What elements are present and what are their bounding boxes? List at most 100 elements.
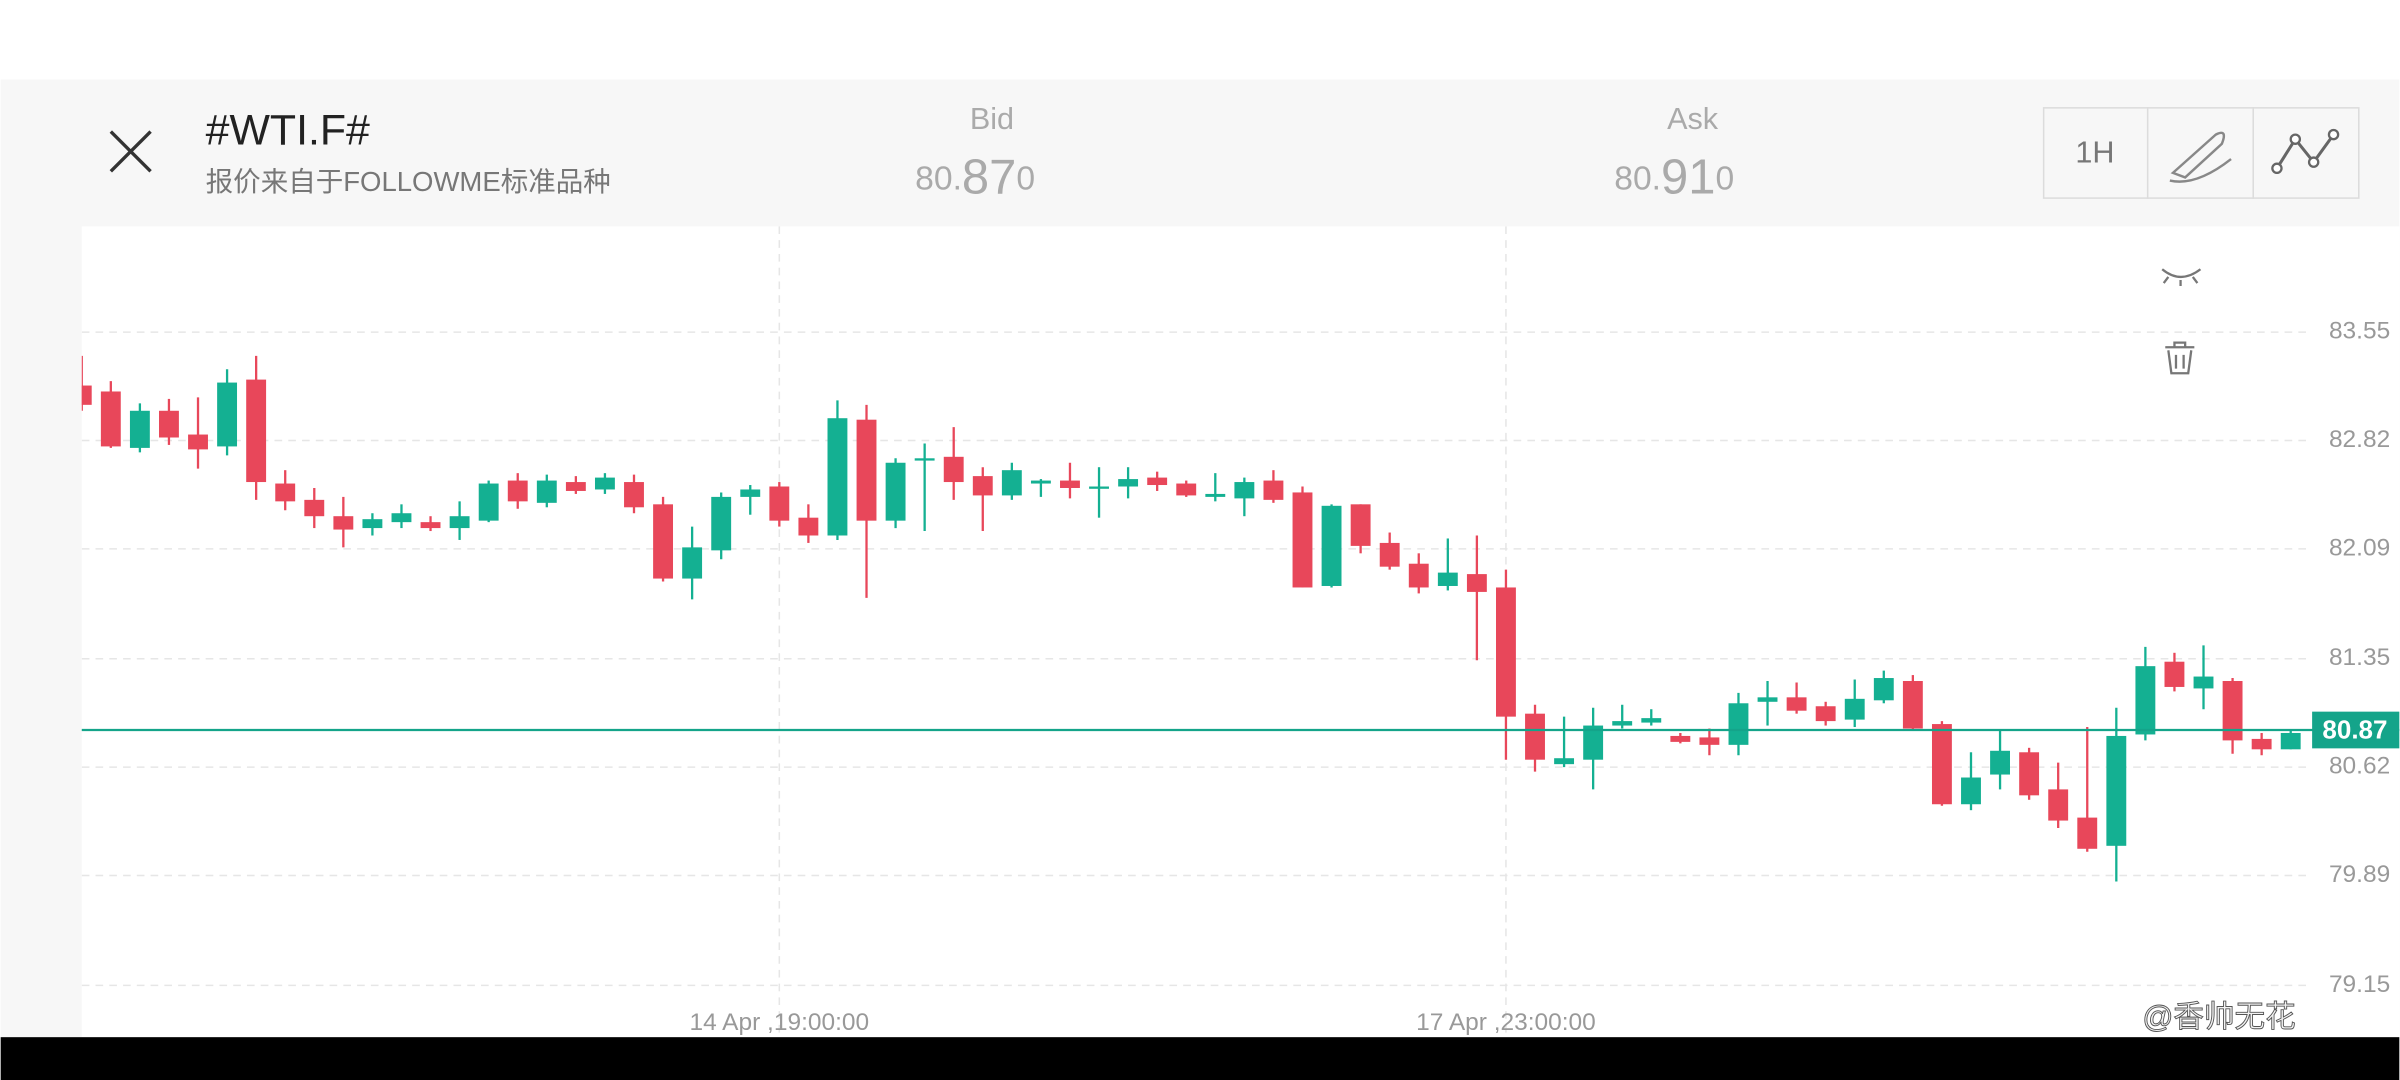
candle-body	[507, 480, 528, 502]
x-tick-label: 17 Apr ,23:00:00	[1416, 1009, 1596, 1036]
y-tick-label: 79.89	[2329, 861, 2390, 888]
close-button[interactable]	[109, 130, 152, 173]
candle-body	[653, 504, 674, 579]
candle-body	[856, 419, 877, 521]
candle-body	[304, 499, 325, 517]
candle-body	[1321, 505, 1342, 586]
candle-body	[333, 516, 354, 530]
candle-body	[100, 391, 121, 447]
ask-label: Ask	[1667, 102, 1719, 136]
candle-body	[159, 410, 179, 438]
ask-price: 80.910	[1614, 150, 1734, 204]
candle-body	[1379, 542, 1400, 567]
candle-body	[1234, 482, 1255, 499]
toolbar	[2042, 107, 2360, 199]
indicator-icon[interactable]	[2327, 128, 2340, 141]
candle-body	[972, 476, 993, 496]
candle-body	[2222, 681, 2243, 741]
candle-body	[246, 379, 267, 483]
plot-background	[81, 226, 2400, 1038]
candle-body	[449, 516, 470, 529]
candle-body	[769, 486, 790, 521]
candle-body	[1147, 477, 1168, 486]
candle-body	[1815, 706, 1836, 722]
candle-body	[1961, 777, 1981, 805]
candle-body	[740, 489, 761, 497]
status-area	[0, 0, 2400, 80]
candle-body	[1466, 574, 1487, 592]
candle-body	[1728, 703, 1749, 745]
y-tick-label: 79.15	[2329, 971, 2390, 998]
current-price-tag	[2312, 711, 2400, 749]
candle-body	[1641, 718, 1662, 723]
candle-body	[1001, 470, 1022, 496]
candle-body	[1263, 480, 1284, 500]
close-icon[interactable]	[109, 130, 152, 173]
bid-label: Bid	[970, 102, 1014, 136]
candle-body	[2280, 732, 2301, 750]
candle-body	[536, 480, 557, 503]
candle-body	[565, 482, 586, 491]
candle-body	[362, 519, 383, 529]
candle-body	[594, 477, 615, 490]
y-tick-label: 82.82	[2329, 426, 2390, 453]
candle-body	[798, 517, 819, 536]
candle-body	[1931, 724, 1952, 805]
x-tick-label: 14 Apr ,19:00:00	[690, 1009, 870, 1036]
indicator-icon[interactable]	[2307, 156, 2320, 168]
current-price-label: 80.87	[2322, 714, 2387, 744]
candle-body	[1525, 713, 1545, 760]
y-tick-label: 83.55	[2329, 318, 2390, 345]
draw-tool-button[interactable]	[2169, 131, 2232, 183]
watermark: @香帅无花	[2142, 1000, 2295, 1034]
candle-body	[2048, 789, 2069, 821]
candle-body	[2164, 661, 2185, 687]
candle-body	[943, 456, 964, 483]
candle-body	[2106, 735, 2127, 846]
candle-body	[420, 522, 441, 529]
candle-body	[275, 483, 296, 502]
candle-body	[1612, 721, 1633, 726]
candle-body	[1292, 492, 1313, 588]
bid-price: 80.870	[915, 150, 1035, 204]
candle-body	[885, 462, 906, 521]
timeframe-button[interactable]: 1H	[2075, 136, 2114, 170]
candle-body	[827, 418, 848, 536]
indicator-icon[interactable]	[2289, 133, 2302, 145]
y-tick-label: 81.35	[2329, 644, 2390, 671]
candle-body	[914, 458, 935, 461]
candle-body	[624, 482, 644, 508]
candle-body	[2077, 817, 2098, 849]
candle-body	[1496, 587, 1516, 717]
bottom-bar	[0, 1037, 2400, 1080]
candle-body	[1786, 697, 1807, 711]
y-tick-label: 80.62	[2329, 753, 2390, 780]
plot	[81, 226, 2308, 1038]
candle-body	[1554, 758, 1575, 765]
candle-body	[1205, 493, 1226, 497]
candle-body	[1583, 725, 1604, 760]
indicator-icon[interactable]	[2271, 162, 2283, 175]
candle-body	[1350, 504, 1371, 546]
candle-body	[1030, 480, 1051, 484]
symbol-title: #WTI.F#	[206, 106, 370, 154]
candle-body	[1089, 486, 1109, 489]
candle-body	[2251, 738, 2272, 750]
candle-body	[1757, 697, 1778, 702]
candle-body	[1699, 737, 1720, 745]
candle-body	[217, 382, 238, 447]
candle-body	[188, 434, 208, 450]
candle-body	[81, 385, 92, 405]
candle-body	[1990, 750, 2010, 775]
candle-body	[2019, 752, 2040, 796]
candle-body	[1176, 483, 1197, 496]
delete-button[interactable]	[2165, 341, 2195, 375]
candle-body	[1844, 698, 1865, 720]
indicator-button[interactable]	[2275, 133, 2335, 170]
hide-button[interactable]	[2161, 268, 2202, 287]
candle-body	[478, 483, 499, 521]
candle-body	[391, 513, 412, 523]
symbol-subtitle: 报价来自于FOLLOWME标准品种	[206, 166, 611, 197]
